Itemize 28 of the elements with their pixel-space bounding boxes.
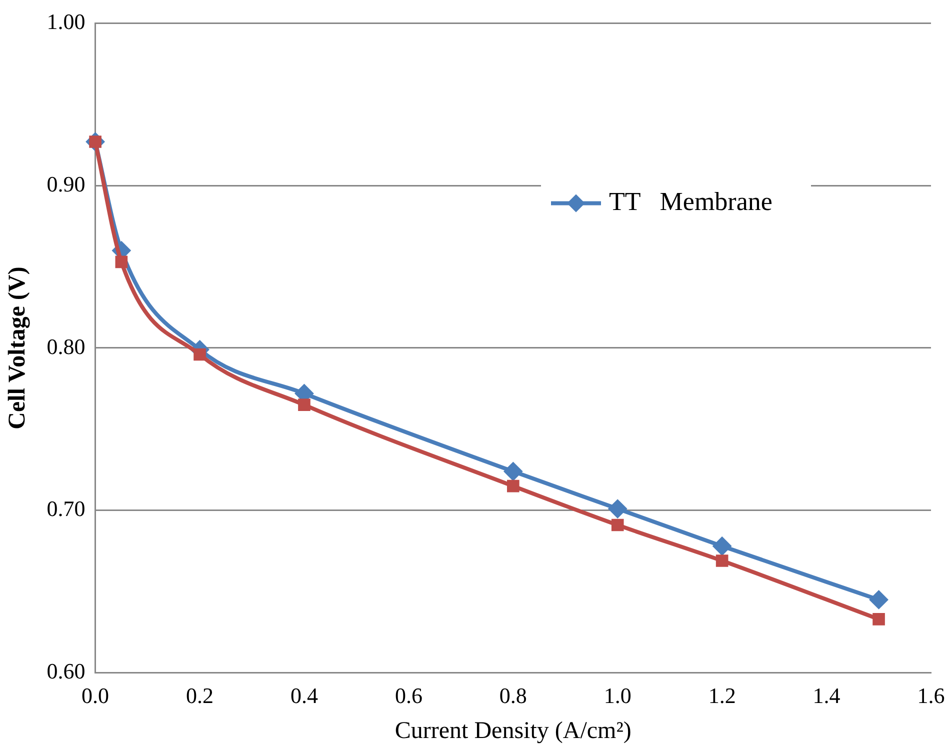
y-tick-label: 0.90	[46, 171, 86, 196]
x-tick-label: 0.4	[290, 682, 318, 708]
x-tick-label: 1.6	[917, 682, 945, 708]
point	[716, 554, 728, 567]
x-tick-label: 0.0	[82, 682, 110, 708]
y-tick-label: 1.00	[46, 8, 86, 34]
point	[608, 499, 628, 518]
point	[872, 613, 885, 626]
point	[611, 518, 624, 532]
point	[712, 536, 732, 556]
x-tick-label: 1.2	[708, 682, 736, 708]
x-tick-label: 0.8	[499, 682, 527, 708]
legend-label: TT Membrane	[609, 187, 772, 216]
point	[115, 256, 128, 268]
point	[506, 480, 520, 492]
point	[194, 348, 206, 361]
x-tick-label: 0.2	[186, 682, 214, 708]
x-tick-label: 0.6	[394, 682, 422, 708]
point	[504, 462, 523, 481]
y-tick-label: 0.60	[46, 658, 86, 684]
point	[298, 398, 310, 411]
x-tick-label: 1.4	[812, 682, 840, 708]
point	[869, 590, 888, 610]
y-tick-label: 0.70	[46, 496, 86, 522]
y-tick-label: 0.80	[46, 334, 86, 359]
x-tick-label: 1.0	[604, 682, 632, 708]
y-axis-title: Cell Voltage (V)	[4, 266, 31, 430]
x-axis-title: Current Density (A/cm²)	[394, 718, 632, 744]
